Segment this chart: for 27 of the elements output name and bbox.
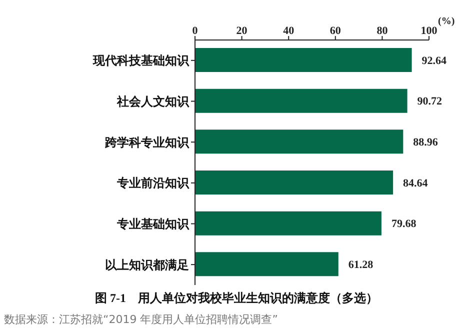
bar (195, 252, 338, 276)
x-tick-label: 40 (283, 25, 295, 37)
data-label: 79.68 (391, 218, 417, 230)
x-tick-label: 0 (192, 25, 198, 37)
bar (195, 88, 408, 113)
bar (195, 48, 412, 72)
x-tick-label: 60 (330, 25, 342, 37)
y-tick-label: 以上知识都满足 (105, 258, 189, 272)
source-note: 数据来源：江苏招就“2019 年度用人单位招聘情况调查” (4, 312, 278, 327)
x-tick-label: 80 (376, 25, 388, 37)
y-tick-label: 专业前沿知识 (116, 176, 190, 190)
y-tick-label: 社会人文知识 (116, 94, 190, 109)
data-label: 88.96 (413, 136, 438, 149)
data-label: 61.28 (348, 259, 374, 272)
x-axis-title: (%) (438, 16, 455, 27)
bar (195, 211, 382, 236)
data-label: 84.64 (403, 177, 428, 190)
bar (195, 170, 394, 194)
data-label: 92.64 (422, 54, 448, 67)
x-tick-label: 20 (236, 25, 248, 37)
text: 图 7-1 用人单位对我校毕业生知识的满意度（多选） (94, 290, 379, 307)
x-tick-label: 100 (420, 25, 438, 37)
y-tick-label: 跨学科专业知识 (104, 135, 190, 150)
bar (195, 130, 404, 154)
y-tick-label: 专业基础知识 (116, 217, 190, 232)
y-tick-label: 现代科技基础知识 (92, 54, 190, 68)
data-label: 90.72 (417, 96, 443, 108)
